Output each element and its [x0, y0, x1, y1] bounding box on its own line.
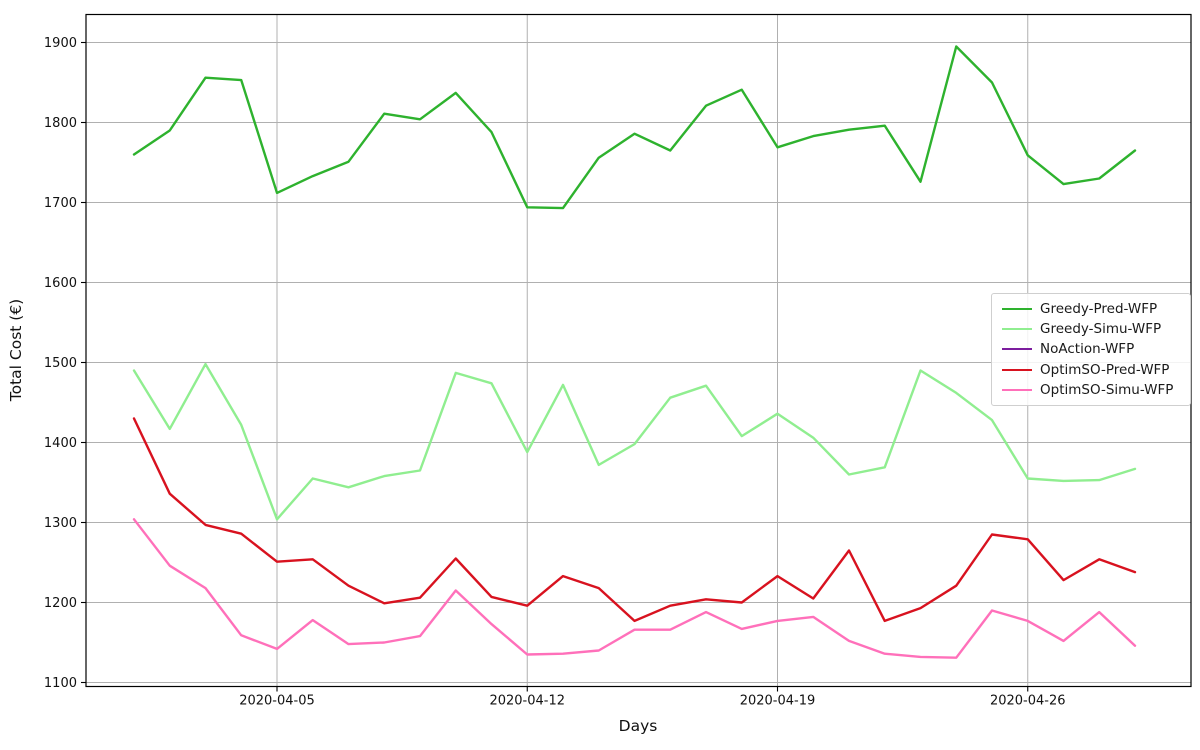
- series-line-optimso-simu-wfp: [132, 518, 1137, 659]
- series-line-optimso-pred-wfp: [132, 417, 1137, 623]
- legend-item-optimso-pred-wfp: OptimSO-Pred-WFP: [1002, 362, 1180, 378]
- y-tick-label: 1800: [44, 116, 77, 131]
- legend-item-greedy-simu-wfp: Greedy-Simu-WFP: [1002, 321, 1180, 337]
- x-axis-label: Days: [619, 717, 658, 735]
- series-line-greedy-pred-wfp: [132, 45, 1137, 210]
- series-layer: [132, 45, 1137, 659]
- legend-label: OptimSO-Pred-WFP: [1040, 361, 1170, 378]
- legend-line-swatch: [1002, 348, 1032, 351]
- y-tick-label: 1600: [44, 276, 77, 291]
- legend-item-optimso-simu-wfp: OptimSO-Simu-WFP: [1002, 382, 1180, 398]
- y-tick-label: 1100: [44, 676, 77, 691]
- tick-layer: 1100 1200 1300 1400 1500 1600 1700 1800 1900 2020…: [44, 36, 1066, 709]
- legend-line-swatch: [1002, 328, 1032, 331]
- x-tick-label: 2020-04-12: [489, 694, 565, 709]
- axes-frame-layer: [85, 13, 1192, 688]
- series-line-greedy-simu-wfp: [132, 362, 1137, 521]
- y-tick-label: 1400: [44, 436, 77, 451]
- legend-line-swatch: [1002, 388, 1032, 391]
- x-tick-label: 2020-04-19: [740, 694, 816, 709]
- legend-item-noaction-wfp: NoAction-WFP: [1002, 341, 1180, 357]
- legend-label: Greedy-Pred-WFP: [1040, 301, 1158, 318]
- y-tick-label: 1300: [44, 516, 77, 531]
- y-tick-label: 1900: [44, 36, 77, 51]
- legend-label: Greedy-Simu-WFP: [1040, 321, 1162, 338]
- legend-line-swatch: [1002, 368, 1032, 371]
- y-axis-label: Total Cost (€): [7, 299, 25, 402]
- legend: Greedy-Pred-WFP Greedy-Simu-WFP NoAction-W…: [991, 293, 1191, 406]
- axes-frame: [85, 13, 1192, 688]
- legend-line-swatch: [1002, 308, 1032, 311]
- legend-label: NoAction-WFP: [1040, 341, 1135, 358]
- y-tick-label: 1500: [44, 356, 77, 371]
- y-tick-label: 1700: [44, 196, 77, 211]
- y-tick-label: 1200: [44, 596, 77, 611]
- legend-label: OptimSO-Simu-WFP: [1040, 381, 1174, 398]
- x-tick-label: 2020-04-05: [239, 694, 315, 709]
- legend-item-greedy-pred-wfp: Greedy-Pred-WFP: [1002, 301, 1180, 317]
- x-tick-label: 2020-04-26: [990, 694, 1066, 709]
